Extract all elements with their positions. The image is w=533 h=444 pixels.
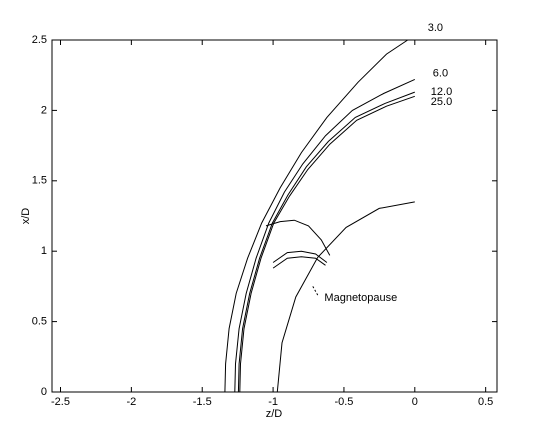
curve <box>276 201 415 393</box>
y-tick-label: 2 <box>41 104 47 116</box>
line-label: 25.0 <box>431 96 452 108</box>
curve <box>272 250 328 263</box>
x-tick-label: -2.5 <box>51 396 70 408</box>
shock-line <box>224 39 408 393</box>
shock-line <box>237 91 415 393</box>
x-tick-label: -2 <box>126 396 136 408</box>
x-tick-label: -1 <box>268 396 278 408</box>
y-tick-label: 2.5 <box>32 34 47 46</box>
annotation-label: Magnetopause <box>324 292 397 304</box>
x-axis-label: z/D <box>266 408 283 420</box>
curve <box>272 256 326 269</box>
x-tick-label: 0 <box>412 396 418 408</box>
y-axis-label: x/D <box>20 208 32 225</box>
shock-line <box>234 78 416 393</box>
annotation-leader <box>312 286 319 297</box>
x-tick-label: -0.5 <box>334 396 353 408</box>
line-label: 3.0 <box>428 22 443 34</box>
y-tick-label: 1.5 <box>32 175 47 187</box>
x-tick-label: -1.5 <box>193 396 212 408</box>
line-label: 6.0 <box>433 67 448 79</box>
line-label: 12.0 <box>431 86 452 98</box>
y-tick-label: 1 <box>41 245 47 257</box>
y-tick-label: 0 <box>41 386 47 398</box>
curve <box>265 219 331 256</box>
x-tick-label: 0.5 <box>478 396 493 408</box>
plot-frame <box>51 39 498 393</box>
y-tick-label: 0.5 <box>32 316 47 328</box>
shock-line <box>239 95 415 393</box>
